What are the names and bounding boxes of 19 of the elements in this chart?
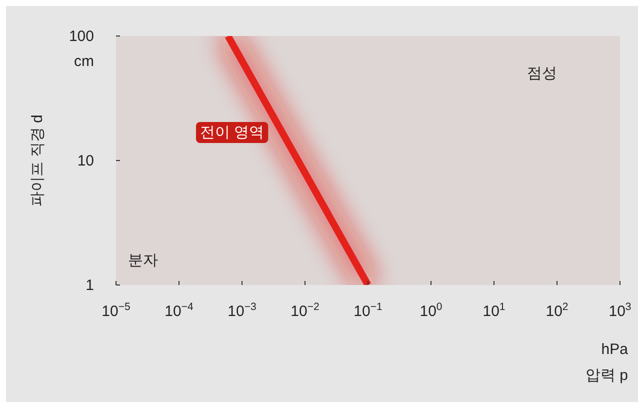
y-tick-label: 10 <box>77 152 94 170</box>
text: cm <box>74 53 94 70</box>
x-tick-label: 10$^{3}$ <box>608 301 632 320</box>
y-tick-label: 1 <box>86 277 94 294</box>
x-tick-label: 10$^{1}$ <box>482 301 506 320</box>
x-axis-title: 압력 p <box>585 367 628 384</box>
x-tick-label: 10$^{2}$ <box>546 301 568 320</box>
text: hPa <box>601 341 629 358</box>
annotation: 점성 <box>527 65 557 82</box>
annotation: 전이 영역 <box>200 124 264 141</box>
x-tick-label: 10$^{0}$ <box>420 301 442 320</box>
x-tick-label: 10$^{−4}$ <box>164 301 194 320</box>
y-axis-title: 파이프 직경 d <box>29 114 46 206</box>
x-tick-label: 10$^{−2}$ <box>290 301 320 320</box>
x-tick-label: 10$^{−3}$ <box>228 301 256 320</box>
x-tick-label: 10$^{−1}$ <box>354 301 382 320</box>
y-tick-label: 100 <box>68 28 94 45</box>
x-tick-label: 10$^{−5}$ <box>102 301 130 320</box>
annotation: 분자 <box>128 252 158 269</box>
